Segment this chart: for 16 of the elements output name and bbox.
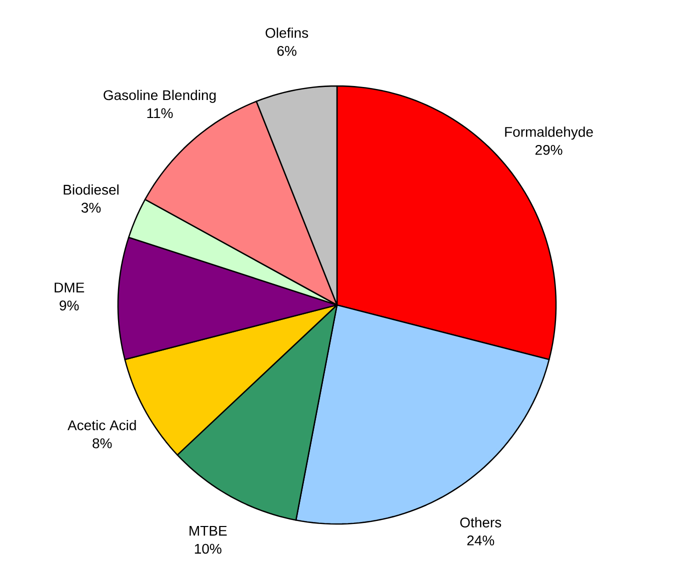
slice-label: Formaldehyde xyxy=(505,126,593,140)
data-label: 10% xyxy=(194,544,222,554)
data-label: 3% xyxy=(81,202,101,213)
data-label: 24% xyxy=(467,536,494,546)
slice-label: Others xyxy=(460,517,502,528)
data-label: 8% xyxy=(92,438,112,448)
data-label: 11% xyxy=(147,108,173,118)
slice-label: Gasoline Blending xyxy=(104,90,216,103)
slice-label: Olefins xyxy=(266,28,308,38)
slice-label: Acetic Acid xyxy=(68,420,136,430)
data-label: 9% xyxy=(60,300,79,310)
slice-label: MTBE xyxy=(190,526,227,536)
data-label: 6% xyxy=(277,46,296,56)
data-label: 29% xyxy=(535,144,562,155)
slice-label: Biodiesel xyxy=(64,184,118,195)
slice-label: DME xyxy=(54,282,84,292)
